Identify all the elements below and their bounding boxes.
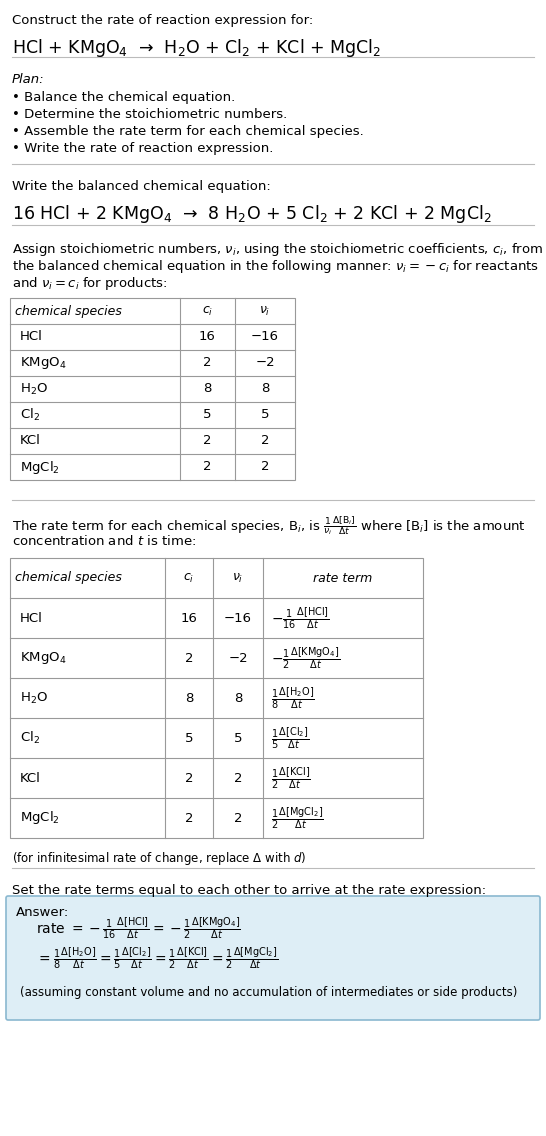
Text: H$_2$O: H$_2$O <box>20 382 48 396</box>
Text: Write the balanced chemical equation:: Write the balanced chemical equation: <box>12 179 271 193</box>
Text: 5: 5 <box>261 409 269 421</box>
Text: 2: 2 <box>185 811 193 825</box>
Text: $c_i$: $c_i$ <box>202 304 213 318</box>
Text: 5: 5 <box>203 409 212 421</box>
Text: Construct the rate of reaction expression for:: Construct the rate of reaction expressio… <box>12 14 313 27</box>
Text: −16: −16 <box>251 331 279 343</box>
Text: 2: 2 <box>234 811 242 825</box>
Text: the balanced chemical equation in the following manner: $\nu_i = -c_i$ for react: the balanced chemical equation in the fo… <box>12 258 539 275</box>
Text: chemical species: chemical species <box>15 571 122 585</box>
Text: $-\frac{1}{16}\frac{\Delta[\mathrm{HCl}]}{\Delta t}$: $-\frac{1}{16}\frac{\Delta[\mathrm{HCl}]… <box>271 605 330 630</box>
Text: 5: 5 <box>185 732 193 744</box>
Text: (assuming constant volume and no accumulation of intermediates or side products): (assuming constant volume and no accumul… <box>20 986 518 999</box>
Text: 2: 2 <box>203 460 212 474</box>
Text: 16: 16 <box>181 611 198 625</box>
Text: 2: 2 <box>185 652 193 665</box>
Text: $\nu_i$: $\nu_i$ <box>259 304 271 318</box>
Text: 5: 5 <box>234 732 242 744</box>
Text: KMgO$_4$: KMgO$_4$ <box>20 650 67 666</box>
Text: 2: 2 <box>185 771 193 785</box>
Text: • Balance the chemical equation.: • Balance the chemical equation. <box>12 91 235 105</box>
Text: −2: −2 <box>255 357 275 369</box>
Text: The rate term for each chemical species, B$_i$, is $\frac{1}{\nu_i}\frac{\Delta[: The rate term for each chemical species,… <box>12 513 526 537</box>
Text: $\frac{1}{2}\frac{\Delta[\mathrm{KCl}]}{\Delta t}$: $\frac{1}{2}\frac{\Delta[\mathrm{KCl}]}{… <box>271 766 311 791</box>
Text: 16 HCl + 2 KMgO$_4$  →  8 H$_2$O + 5 Cl$_2$ + 2 KCl + 2 MgCl$_2$: 16 HCl + 2 KMgO$_4$ → 8 H$_2$O + 5 Cl$_2… <box>12 203 491 225</box>
Text: 2: 2 <box>261 434 269 448</box>
Text: rate $= -\frac{1}{16}\frac{\Delta[\mathrm{HCl}]}{\Delta t} = -\frac{1}{2}\frac{\: rate $= -\frac{1}{16}\frac{\Delta[\mathr… <box>36 916 241 941</box>
Text: 16: 16 <box>199 331 216 343</box>
Text: Plan:: Plan: <box>12 73 45 86</box>
Text: Set the rate terms equal to each other to arrive at the rate expression:: Set the rate terms equal to each other t… <box>12 884 486 897</box>
Text: KCl: KCl <box>20 434 41 448</box>
Text: $\frac{1}{2}\frac{\Delta[\mathrm{MgCl_2}]}{\Delta t}$: $\frac{1}{2}\frac{\Delta[\mathrm{MgCl_2}… <box>271 805 324 830</box>
Text: rate term: rate term <box>313 571 372 585</box>
Text: $-\frac{1}{2}\frac{\Delta[\mathrm{KMgO_4}]}{\Delta t}$: $-\frac{1}{2}\frac{\Delta[\mathrm{KMgO_4… <box>271 645 340 671</box>
Text: $\nu_i$: $\nu_i$ <box>232 571 244 585</box>
Text: 8: 8 <box>203 383 212 395</box>
Bar <box>10 558 423 838</box>
Text: 2: 2 <box>261 460 269 474</box>
Text: Cl$_2$: Cl$_2$ <box>20 407 40 423</box>
Text: $c_i$: $c_i$ <box>183 571 194 585</box>
FancyBboxPatch shape <box>6 896 540 1020</box>
Text: −2: −2 <box>228 652 248 665</box>
Text: KCl: KCl <box>20 771 41 785</box>
Text: MgCl$_2$: MgCl$_2$ <box>20 810 60 827</box>
Text: 2: 2 <box>234 771 242 785</box>
Text: MgCl$_2$: MgCl$_2$ <box>20 459 60 476</box>
Text: chemical species: chemical species <box>15 304 122 317</box>
Text: concentration and $t$ is time:: concentration and $t$ is time: <box>12 534 196 548</box>
Text: and $\nu_i = c_i$ for products:: and $\nu_i = c_i$ for products: <box>12 275 168 292</box>
Text: (for infinitesimal rate of change, replace Δ with $d$): (for infinitesimal rate of change, repla… <box>12 850 306 867</box>
Text: HCl: HCl <box>20 331 43 343</box>
Text: $\frac{1}{8}\frac{\Delta[\mathrm{H_2O}]}{\Delta t}$: $\frac{1}{8}\frac{\Delta[\mathrm{H_2O}]}… <box>271 685 315 711</box>
Text: 2: 2 <box>203 357 212 369</box>
Text: • Write the rate of reaction expression.: • Write the rate of reaction expression. <box>12 142 274 154</box>
Text: Cl$_2$: Cl$_2$ <box>20 730 40 746</box>
Text: • Determine the stoichiometric numbers.: • Determine the stoichiometric numbers. <box>12 108 287 122</box>
Text: $= \frac{1}{8}\frac{\Delta[\mathrm{H_2O}]}{\Delta t} = \frac{1}{5}\frac{\Delta[\: $= \frac{1}{8}\frac{\Delta[\mathrm{H_2O}… <box>36 945 278 971</box>
Text: −16: −16 <box>224 611 252 625</box>
Text: HCl + KMgO$_4$  →  H$_2$O + Cl$_2$ + KCl + MgCl$_2$: HCl + KMgO$_4$ → H$_2$O + Cl$_2$ + KCl +… <box>12 37 381 59</box>
Text: Answer:: Answer: <box>16 907 69 919</box>
Text: Assign stoichiometric numbers, $\nu_i$, using the stoichiometric coefficients, $: Assign stoichiometric numbers, $\nu_i$, … <box>12 241 543 258</box>
Text: HCl: HCl <box>20 611 43 625</box>
Text: • Assemble the rate term for each chemical species.: • Assemble the rate term for each chemic… <box>12 125 364 137</box>
Text: 2: 2 <box>203 434 212 448</box>
Bar <box>10 298 295 481</box>
Text: H$_2$O: H$_2$O <box>20 691 48 705</box>
Text: 8: 8 <box>261 383 269 395</box>
Text: 8: 8 <box>234 692 242 704</box>
Text: KMgO$_4$: KMgO$_4$ <box>20 354 67 371</box>
Text: $\frac{1}{5}\frac{\Delta[\mathrm{Cl_2}]}{\Delta t}$: $\frac{1}{5}\frac{\Delta[\mathrm{Cl_2}]}… <box>271 725 310 751</box>
Text: 8: 8 <box>185 692 193 704</box>
